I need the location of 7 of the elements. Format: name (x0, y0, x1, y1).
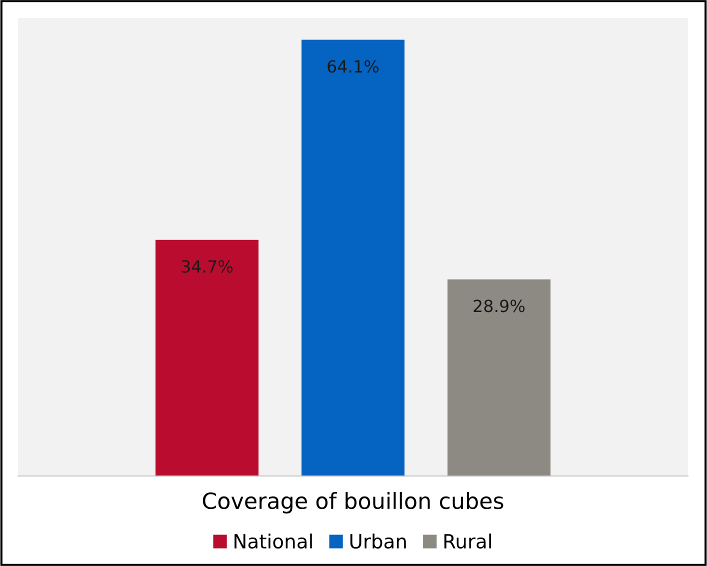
legend-label: Rural (444, 534, 491, 549)
x-axis-title: Coverage of bouillon cubes (202, 492, 504, 514)
legend-label: Urban (350, 534, 406, 549)
data-label: 34.7% (182, 260, 233, 273)
data-label: 28.9% (474, 300, 525, 312)
data-label: 64.1% (328, 60, 379, 73)
legend-label: National (234, 534, 312, 549)
